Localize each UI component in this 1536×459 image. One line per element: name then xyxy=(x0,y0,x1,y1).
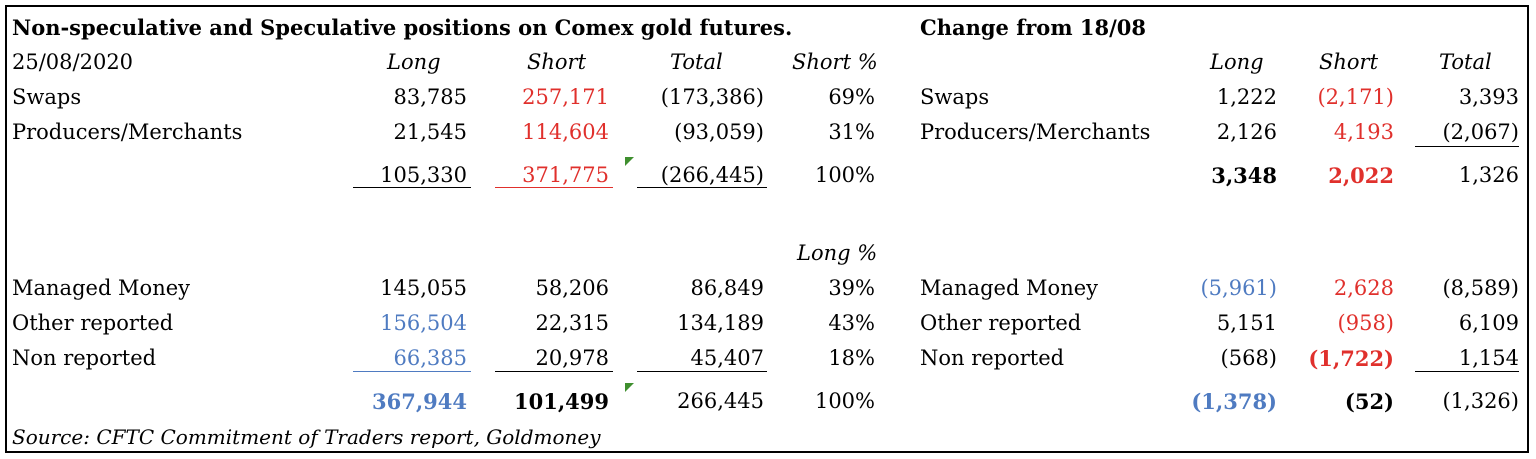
managed-short: 58,206 xyxy=(535,276,609,300)
other-change-total: 6,109 xyxy=(1458,311,1519,335)
non-spec-total-short: 371,775 xyxy=(522,163,609,187)
nonrep-change-short: (1,722) xyxy=(1308,346,1394,371)
swaps-pct: 69% xyxy=(828,85,875,109)
managed-change-short: 2,628 xyxy=(1333,276,1394,300)
other-total: 134,189 xyxy=(677,311,764,335)
managed-long: 145,055 xyxy=(380,276,467,300)
managed-total: 86,849 xyxy=(690,276,764,300)
nonrep-long: 66,385 xyxy=(393,346,467,370)
swaps-change-total: 3,393 xyxy=(1458,85,1519,109)
header-change-long: Long xyxy=(1210,50,1264,74)
table-title: Non-speculative and Speculative position… xyxy=(12,15,793,40)
row-label-nonrep: Non reported xyxy=(12,346,157,370)
producers-change-long: 2,126 xyxy=(1216,120,1277,144)
managed-pct: 39% xyxy=(828,276,875,300)
nonrep-short: 20,978 xyxy=(535,346,609,370)
report-date: 25/08/2020 xyxy=(12,50,134,74)
other-pct: 43% xyxy=(828,311,875,335)
header-total: Total xyxy=(670,50,723,74)
other-change-long: 5,151 xyxy=(1216,311,1277,335)
header-long-pct: Long % xyxy=(797,241,878,265)
row-label-managed: Managed Money xyxy=(12,276,191,300)
non-spec-total-short-underline xyxy=(495,187,613,188)
nonrep-total: 45,407 xyxy=(690,346,764,370)
spec-total-total: 266,445 xyxy=(677,389,764,413)
other-long: 156,504 xyxy=(380,311,467,335)
nonrep-long-underline xyxy=(353,371,471,372)
producers-change-total: (2,067) xyxy=(1442,120,1519,144)
row-label-producers: Producers/Merchants xyxy=(12,120,243,144)
non-spec-total-pct: 100% xyxy=(814,163,875,187)
producers-short: 114,604 xyxy=(522,120,609,144)
header-short-pct: Short % xyxy=(792,50,878,74)
change-label-swaps: Swaps xyxy=(920,85,990,109)
nonrep-pct: 18% xyxy=(828,346,875,370)
managed-change-total: (8,589) xyxy=(1442,276,1519,300)
spec-change-short: (52) xyxy=(1344,389,1394,414)
nonrep-short-underline xyxy=(495,371,613,372)
change-label-nonrep: Non reported xyxy=(920,346,1065,370)
row-label-other: Other reported xyxy=(12,311,174,335)
header-change-short: Short xyxy=(1319,50,1379,74)
source-note: Source: CFTC Commitment of Traders repor… xyxy=(12,425,601,449)
change-label-producers: Producers/Merchants xyxy=(920,120,1151,144)
managed-change-long: (5,961) xyxy=(1200,276,1277,300)
producers-pct: 31% xyxy=(828,120,875,144)
nonrep-change-long: (568) xyxy=(1220,346,1277,370)
non-spec-total-total: (266,445) xyxy=(660,163,764,187)
spec-total-short: 101,499 xyxy=(514,389,609,414)
change-label-other: Other reported xyxy=(920,311,1082,335)
swaps-change-short: (2,171) xyxy=(1317,85,1394,109)
swaps-change-long: 1,222 xyxy=(1216,85,1277,109)
comment-marker-icon xyxy=(625,157,634,166)
swaps-short: 257,171 xyxy=(522,85,609,109)
non-spec-total-long-underline xyxy=(353,187,471,188)
positions-table: Non-speculative and Speculative position… xyxy=(5,5,1529,453)
non-spec-total-total-underline xyxy=(637,187,767,188)
producers-long: 21,545 xyxy=(393,120,467,144)
non-spec-total-long: 105,330 xyxy=(380,163,467,187)
spec-change-long: (1,378) xyxy=(1191,389,1277,414)
other-change-short: (958) xyxy=(1337,311,1394,335)
spec-change-total: (1,326) xyxy=(1442,389,1519,413)
row-label-swaps: Swaps xyxy=(12,85,82,109)
nonrep-total-underline xyxy=(637,371,767,372)
header-long: Long xyxy=(387,50,441,74)
change-total-underline-1 xyxy=(1415,146,1519,147)
non-spec-change-short: 2,022 xyxy=(1328,163,1394,188)
nonrep-change-total: 1,154 xyxy=(1458,346,1519,370)
producers-total: (93,059) xyxy=(674,120,764,144)
header-change-total: Total xyxy=(1439,50,1492,74)
other-short: 22,315 xyxy=(535,311,609,335)
spec-total-pct: 100% xyxy=(814,389,875,413)
swaps-total: (173,386) xyxy=(660,85,764,109)
header-short: Short xyxy=(527,50,587,74)
non-spec-change-long: 3,348 xyxy=(1211,163,1277,188)
change-label-managed: Managed Money xyxy=(920,276,1099,300)
spec-total-long: 367,944 xyxy=(372,389,467,414)
comment-marker-icon xyxy=(625,383,634,392)
producers-change-short: 4,193 xyxy=(1333,120,1394,144)
non-spec-change-total: 1,326 xyxy=(1458,163,1519,187)
swaps-long: 83,785 xyxy=(393,85,467,109)
change-total-underline-2 xyxy=(1415,371,1519,372)
change-title: Change from 18/08 xyxy=(920,15,1146,40)
